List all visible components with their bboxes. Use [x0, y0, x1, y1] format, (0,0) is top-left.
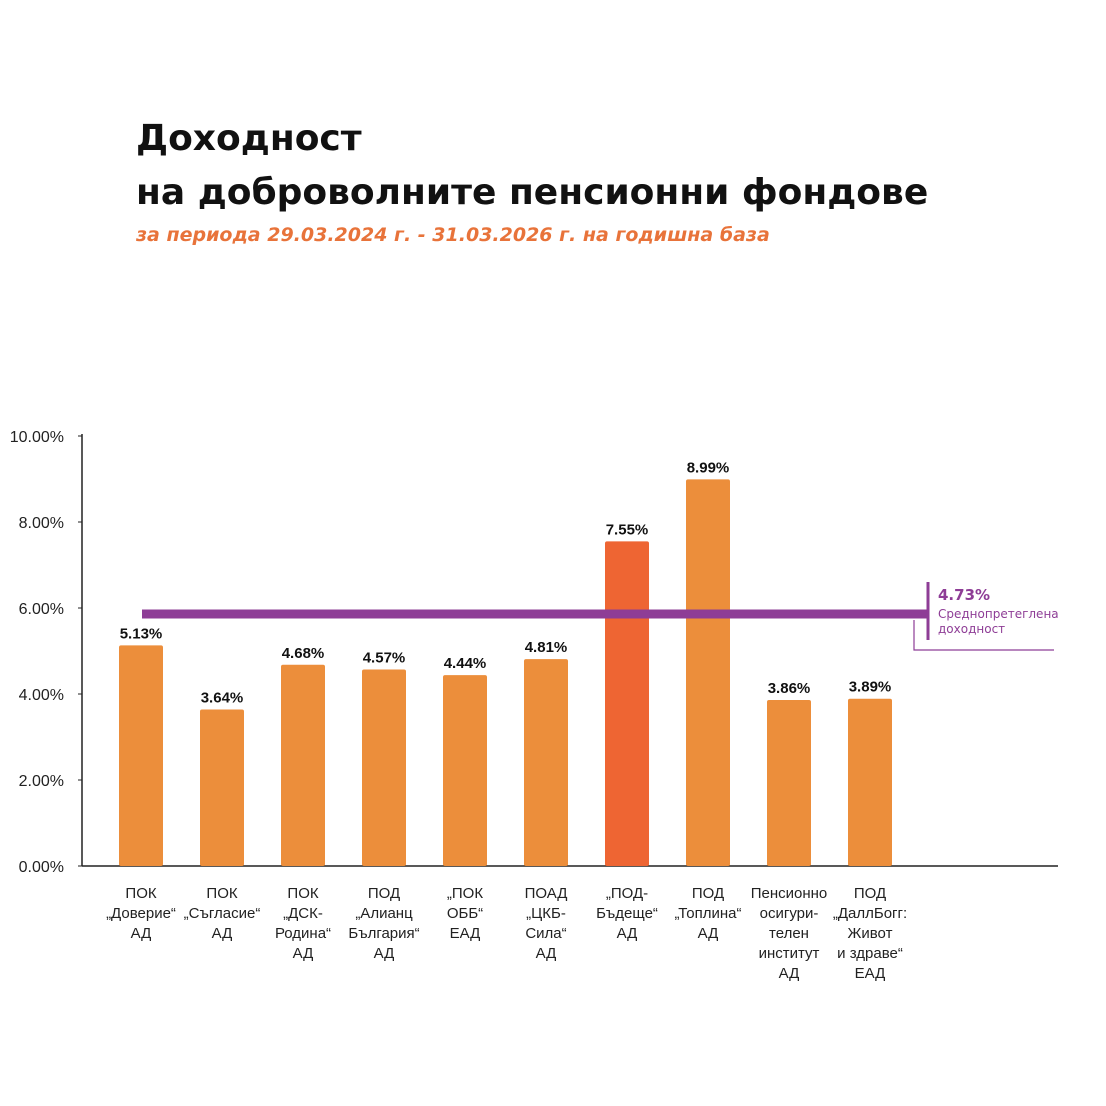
category-label: ОББ“: [447, 905, 483, 922]
bar: [605, 541, 649, 866]
bar-value-label: 3.86%: [768, 680, 811, 697]
bar-value-label: 5.13%: [120, 625, 163, 642]
y-tick-label: 6.00%: [19, 601, 64, 618]
bar: [443, 675, 487, 866]
category-label: „ЦКБ-: [526, 905, 566, 922]
bar: [119, 645, 163, 866]
category-label: „ПОД-: [606, 885, 648, 902]
bar: [362, 669, 406, 866]
bar-value-label: 7.55%: [606, 521, 649, 538]
category-label: институт: [759, 945, 820, 962]
category-label: ПОАД: [525, 885, 568, 902]
title-block: Доходност на доброволните пенсионни фонд…: [136, 112, 928, 246]
category-label: ПОК: [125, 885, 156, 902]
category-label: АД: [536, 945, 557, 962]
category-label: България“: [348, 925, 419, 942]
category-label: Родина“: [275, 925, 331, 942]
chart-subtitle: за периода 29.03.2024 г. - 31.03.2026 г.…: [136, 224, 770, 246]
category-label: осигури-: [760, 905, 819, 922]
category-label: АД: [212, 925, 233, 942]
bar-value-label: 8.99%: [687, 459, 730, 476]
y-tick-label: 2.00%: [19, 773, 64, 790]
bar-value-label: 3.89%: [849, 679, 892, 696]
bar: [281, 664, 325, 866]
bar-value-label: 4.81%: [525, 639, 568, 656]
average-label-bracket: [913, 620, 1054, 651]
category-label: телен: [769, 925, 809, 942]
y-tick-label: 4.00%: [19, 687, 64, 704]
category-label: „ДаллБогг:: [833, 905, 907, 922]
y-tick-label: 10.00%: [10, 429, 64, 446]
category-label: и здраве“: [837, 945, 903, 962]
bar-value-label: 4.57%: [363, 649, 406, 666]
category-label: ПОК: [287, 885, 318, 902]
category-label: АД: [779, 965, 800, 982]
category-label: ПОД: [692, 885, 724, 902]
category-label: „Съгласие“: [184, 905, 261, 922]
category-label: ПОК: [206, 885, 237, 902]
category-label: „ДСК-: [283, 905, 323, 922]
average-caption: Среднопретеглена: [938, 607, 1059, 621]
category-label: АД: [617, 925, 638, 942]
bar-value-label: 4.68%: [282, 645, 325, 662]
category-label: Живот: [848, 925, 893, 942]
category-label: Сила“: [525, 925, 566, 942]
bar: [524, 659, 568, 866]
category-label: Бъдеще“: [596, 905, 658, 922]
bar: [848, 698, 892, 866]
category-label: Пенсионно: [751, 885, 828, 902]
category-label: АД: [293, 945, 314, 962]
chart-title-line-2: на доброволните пенсионни фондове: [136, 172, 929, 213]
bar-value-label: 3.64%: [201, 689, 244, 706]
category-label: „Доверие“: [106, 905, 176, 922]
average-caption: доходност: [938, 622, 1005, 636]
chart-title-line-1: Доходност: [136, 118, 362, 159]
category-label: ПОД: [854, 885, 886, 902]
category-label: ЕАД: [450, 925, 481, 942]
category-label: „Алианц: [355, 905, 413, 922]
bar: [200, 709, 244, 866]
category-label: ЕАД: [855, 965, 886, 982]
y-tick-label: 8.00%: [19, 515, 64, 532]
category-label: АД: [131, 925, 152, 942]
bar-value-label: 4.44%: [444, 655, 487, 672]
bar: [767, 700, 811, 866]
average-value-label: 4.73%: [938, 586, 990, 604]
category-label: „ПОК: [447, 885, 483, 902]
category-label: АД: [374, 945, 395, 962]
y-tick-label: 0.00%: [19, 859, 64, 876]
bar: [686, 479, 730, 866]
category-label: АД: [698, 925, 719, 942]
category-label: „Топлина“: [674, 905, 741, 922]
category-label: ПОД: [368, 885, 400, 902]
